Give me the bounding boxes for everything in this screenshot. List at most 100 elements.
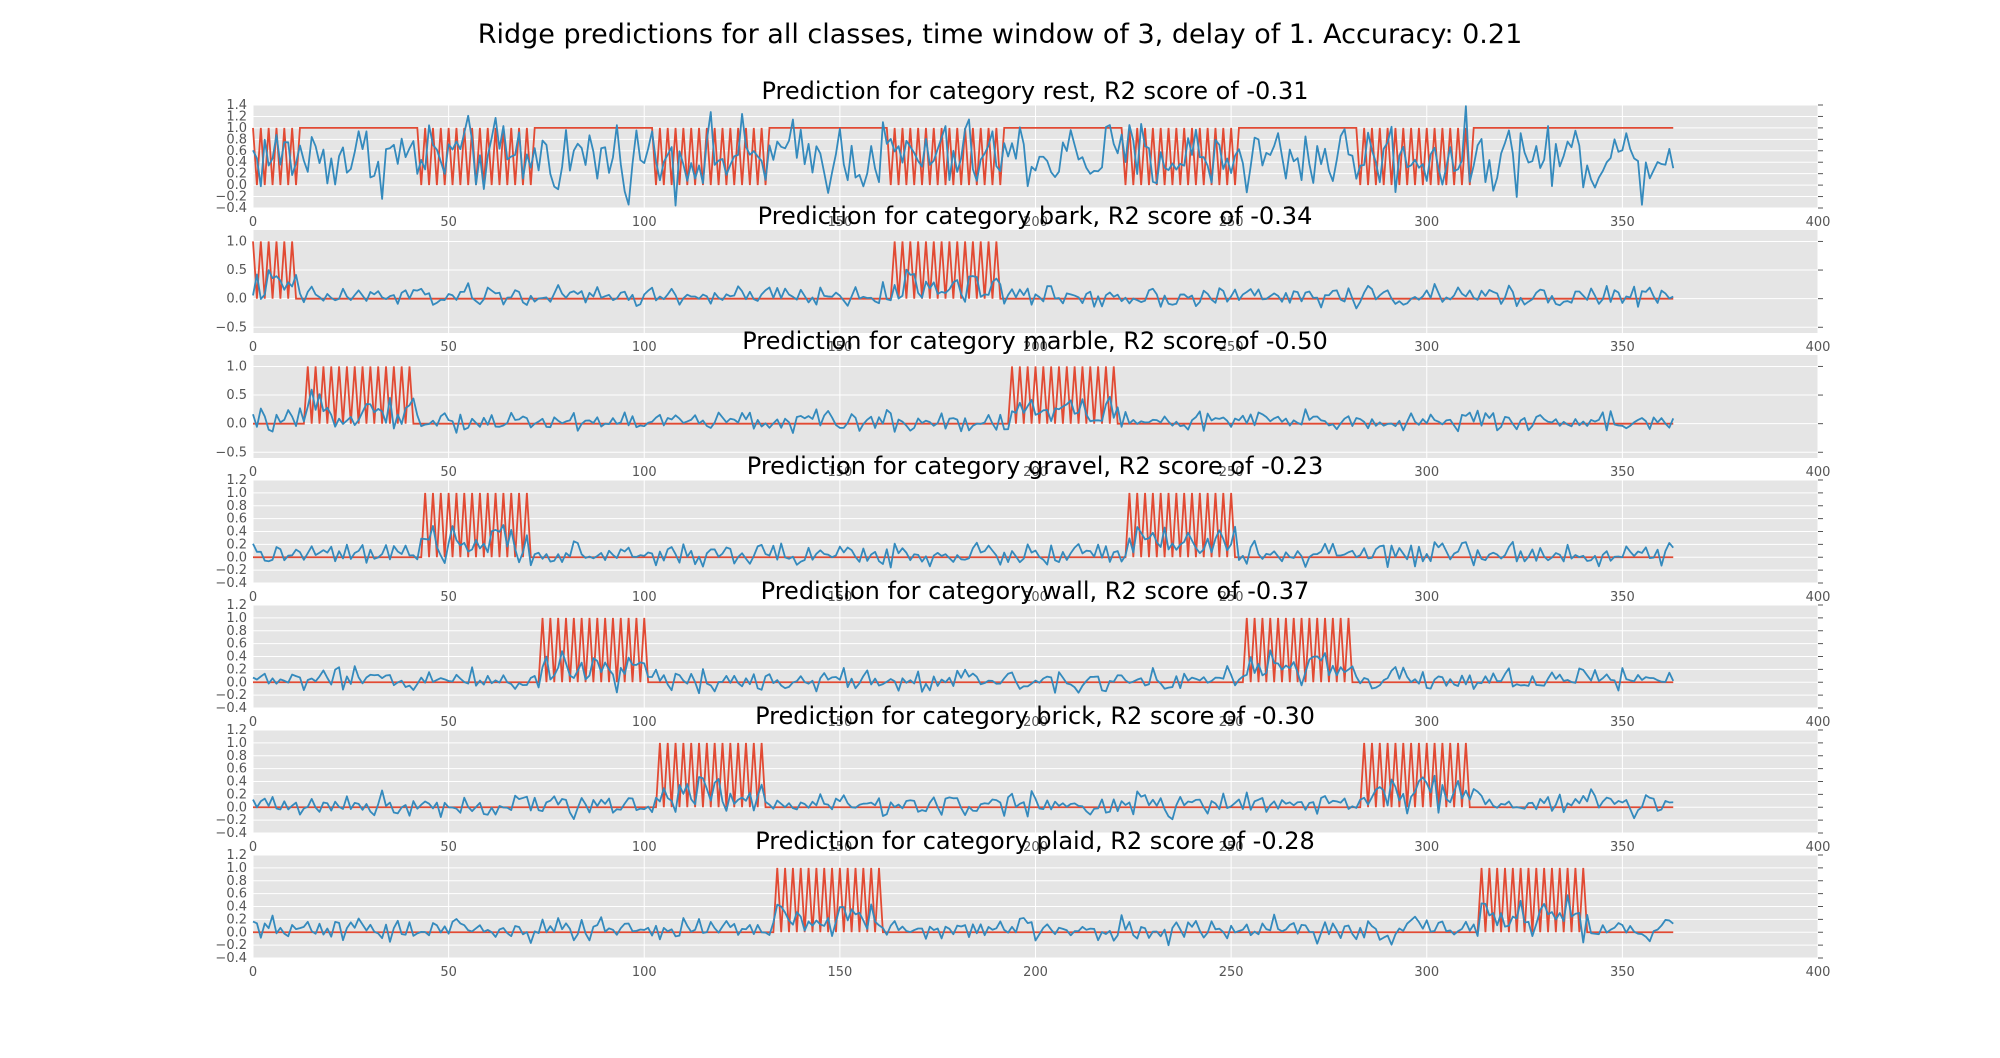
- y-tick-label: 1.0: [226, 234, 247, 249]
- y-tick-label: 0.4: [226, 900, 247, 915]
- y-tick-label: −0.4: [215, 576, 247, 591]
- y-tick-label: −0.4: [215, 701, 247, 716]
- y-tick-label: 1.0: [226, 486, 247, 501]
- y-tick-label: −0.2: [215, 563, 247, 578]
- y-tick-label: 0.4: [226, 775, 247, 790]
- y-tick-label: −0.5: [215, 445, 247, 460]
- x-tick-label: 250: [1219, 590, 1244, 605]
- x-tick-label: 100: [632, 840, 657, 855]
- panels: 0 50 100 150 200 250 300 350 400−0.4−0.20.00.20.…: [215, 77, 1830, 980]
- x-tick-label: 50: [440, 965, 457, 980]
- panel-title: Prediction for category marble, R2 score…: [742, 327, 1328, 355]
- y-tick-label: 0.0: [226, 292, 247, 307]
- x-tick-label: 0: [249, 590, 257, 605]
- x-tick-label: 0: [249, 840, 257, 855]
- y-tick-label: 0.4: [226, 525, 247, 540]
- x-tick-label: 400: [1806, 590, 1831, 605]
- x-tick-label: 200: [1023, 340, 1048, 355]
- x-tick-label: 400: [1806, 965, 1831, 980]
- x-tick-label: 0: [249, 215, 257, 230]
- panel-title: Prediction for category bark, R2 score o…: [758, 202, 1313, 230]
- y-tick-label: 0.8: [226, 499, 247, 514]
- x-tick-label: 300: [1414, 715, 1439, 730]
- y-tick-label: 0.5: [226, 388, 247, 403]
- x-tick-label: 50: [440, 715, 457, 730]
- x-tick-label: 200: [1023, 840, 1048, 855]
- y-tick-label: 0.6: [226, 144, 247, 159]
- panel-title: Prediction for category wall, R2 score o…: [761, 577, 1310, 605]
- y-tick-label: 0.0: [226, 550, 247, 565]
- x-tick-label: 50: [440, 215, 457, 230]
- predicted-series-line: [252, 524, 1674, 569]
- predicted-series-line: [252, 268, 1674, 310]
- x-tick-label: 100: [632, 215, 657, 230]
- x-tick-label: 250: [1219, 215, 1244, 230]
- y-tick-label: 0.8: [226, 749, 247, 764]
- panel-title: Prediction for category gravel, R2 score…: [747, 452, 1323, 480]
- x-tick-label: 0: [249, 715, 257, 730]
- x-tick-label: 350: [1610, 215, 1635, 230]
- panel-gravel: 0 50 100 150 200 250 300 350 400−0.4−0.20.00.20.…: [215, 452, 1830, 605]
- y-tick-label: 1.2: [226, 598, 247, 613]
- actual-series-line: [253, 867, 1674, 934]
- y-tick-label: 0.6: [226, 887, 247, 902]
- y-tick-label: 0.2: [226, 787, 247, 802]
- x-tick-label: 300: [1414, 465, 1439, 480]
- x-tick-label: 50: [440, 465, 457, 480]
- panel-wall: 0 50 100 150 200 250 300 350 400−0.4−0.20.00.20.…: [215, 577, 1830, 730]
- x-tick-label: 50: [440, 590, 457, 605]
- y-tick-label: 1.0: [226, 861, 247, 876]
- x-tick-label: 400: [1806, 340, 1831, 355]
- actual-series-line: [253, 492, 1674, 559]
- x-tick-label: 150: [827, 840, 852, 855]
- x-tick-label: 250: [1219, 965, 1244, 980]
- y-tick-label: 0.0: [226, 417, 247, 432]
- y-tick-label: 1.2: [226, 723, 247, 738]
- y-tick-label: −0.2: [215, 688, 247, 703]
- y-tick-label: 1.2: [226, 473, 247, 488]
- x-tick-label: 100: [632, 965, 657, 980]
- y-tick-label: −0.2: [215, 813, 247, 828]
- y-tick-label: 0.0: [226, 178, 247, 193]
- predicted-series-line: [252, 894, 1674, 947]
- x-tick-label: 150: [827, 215, 852, 230]
- panel-title: Prediction for category brick, R2 score …: [755, 702, 1315, 730]
- x-tick-label: 250: [1219, 340, 1244, 355]
- y-tick-label: 0.0: [226, 675, 247, 690]
- x-tick-label: 400: [1806, 215, 1831, 230]
- y-tick-label: 1.2: [226, 848, 247, 863]
- x-tick-label: 100: [632, 340, 657, 355]
- y-tick-label: 0.8: [226, 874, 247, 889]
- y-tick-label: 1.0: [226, 611, 247, 626]
- actual-series-line: [252, 241, 1674, 300]
- x-tick-label: 400: [1806, 465, 1831, 480]
- y-tick-label: −0.2: [215, 938, 247, 953]
- x-tick-label: 50: [440, 340, 457, 355]
- x-tick-label: 150: [827, 465, 852, 480]
- x-tick-label: 400: [1806, 840, 1831, 855]
- x-tick-label: 300: [1414, 590, 1439, 605]
- panel-title: Prediction for category plaid, R2 score …: [755, 827, 1315, 855]
- x-tick-label: 300: [1414, 840, 1439, 855]
- x-tick-label: 0: [249, 340, 257, 355]
- x-tick-label: 150: [827, 715, 852, 730]
- y-tick-label: 0.2: [226, 167, 247, 182]
- x-tick-label: 250: [1219, 840, 1244, 855]
- x-tick-label: 300: [1414, 340, 1439, 355]
- x-tick-label: 300: [1414, 215, 1439, 230]
- x-tick-label: 100: [632, 590, 657, 605]
- x-tick-label: 400: [1806, 715, 1831, 730]
- y-tick-label: 0.0: [226, 925, 247, 940]
- predicted-series-line: [252, 649, 1675, 695]
- x-tick-label: 200: [1023, 215, 1048, 230]
- x-tick-label: 350: [1610, 965, 1635, 980]
- x-tick-label: 250: [1219, 715, 1244, 730]
- x-tick-label: 350: [1610, 340, 1635, 355]
- y-tick-label: 1.0: [226, 736, 247, 751]
- predicted-series-line: [252, 774, 1674, 821]
- actual-series-line: [253, 617, 1674, 684]
- x-tick-label: 350: [1610, 590, 1635, 605]
- y-tick-label: 0.8: [226, 624, 247, 639]
- x-tick-label: 250: [1219, 465, 1244, 480]
